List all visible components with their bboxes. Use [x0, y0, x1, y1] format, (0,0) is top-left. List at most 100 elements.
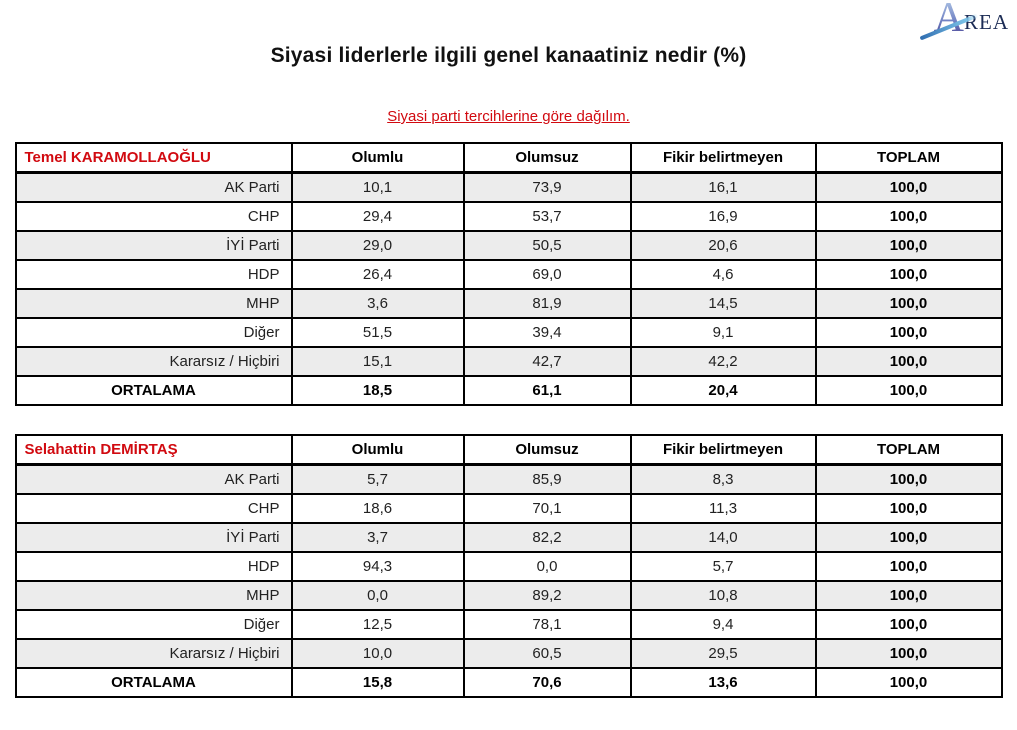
row-label: MHP	[14, 288, 293, 319]
cell-value: 100,0	[814, 230, 1003, 261]
report-page: A REA Siyasi liderlerle ilgili genel kan…	[0, 0, 1017, 698]
row-label: CHP	[14, 201, 293, 232]
cell-value: 20,6	[629, 230, 817, 261]
cell-value: 100,0	[814, 493, 1003, 524]
cell-value: 18,6	[290, 493, 465, 524]
row-label: AK Parti	[14, 463, 293, 495]
table-row: Kararsız / Hiçbiri 10,0 60,5 29,5 100,0	[14, 638, 1003, 669]
cell-value: 70,6	[462, 667, 632, 698]
cell-value: 73,9	[462, 171, 632, 203]
cell-value: 100,0	[814, 638, 1003, 669]
table-row: Diğer 51,5 39,4 9,1 100,0	[14, 317, 1003, 348]
table-row: Kararsız / Hiçbiri 15,1 42,7 42,2 100,0	[14, 346, 1003, 377]
cell-value: 29,0	[290, 230, 465, 261]
page-subtitle: Siyasi parti tercihlerine göre dağılım.	[387, 108, 630, 125]
table-row: ORTALAMA 15,8 70,6 13,6 100,0	[14, 667, 1003, 698]
cell-value: 78,1	[462, 609, 632, 640]
tables-container: Temel KARAMOLLAOĞLU Olumlu Olumsuz Fikir be…	[0, 142, 1017, 698]
cell-value: 81,9	[462, 288, 632, 319]
row-label: HDP	[14, 551, 293, 582]
cell-value: 100,0	[814, 580, 1003, 611]
cell-value: 85,9	[462, 463, 632, 495]
column-header: Fikir belirtmeyen	[629, 434, 817, 466]
row-label: HDP	[14, 259, 293, 290]
row-label: İYİ Parti	[14, 230, 293, 261]
cell-value: 20,4	[629, 375, 817, 406]
cell-value: 14,0	[629, 522, 817, 553]
cell-value: 60,5	[462, 638, 632, 669]
row-label: İYİ Parti	[14, 522, 293, 553]
table-row: ORTALAMA 18,5 61,1 20,4 100,0	[14, 375, 1003, 406]
cell-value: 11,3	[629, 493, 817, 524]
row-label: Kararsız / Hiçbiri	[14, 346, 293, 377]
row-label: CHP	[14, 493, 293, 524]
cell-value: 89,2	[462, 580, 632, 611]
leader-name: Temel KARAMOLLAOĞLU	[14, 142, 293, 174]
cell-value: 0,0	[462, 551, 632, 582]
logo-letter-a-wrap: A	[919, 0, 979, 41]
cell-value: 100,0	[814, 288, 1003, 319]
row-label: Kararsız / Hiçbiri	[14, 638, 293, 669]
cell-value: 70,1	[462, 493, 632, 524]
page-title: Siyasi liderlerle ilgili genel kanaatini…	[270, 44, 747, 67]
cell-value: 26,4	[290, 259, 465, 290]
cell-value: 50,5	[462, 230, 632, 261]
cell-value: 10,1	[290, 171, 465, 203]
table-row: MHP 3,6 81,9 14,5 100,0	[14, 288, 1003, 319]
leader-table: Temel KARAMOLLAOĞLU Olumlu Olumsuz Fikir be…	[14, 142, 1003, 406]
table-row: CHP 18,6 70,1 11,3 100,0	[14, 493, 1003, 524]
cell-value: 100,0	[814, 375, 1003, 406]
table-row: MHP 0,0 89,2 10,8 100,0	[14, 580, 1003, 611]
cell-value: 100,0	[814, 259, 1003, 290]
cell-value: 15,1	[290, 346, 465, 377]
cell-value: 100,0	[814, 201, 1003, 232]
table-row: CHP 29,4 53,7 16,9 100,0	[14, 201, 1003, 232]
cell-value: 82,2	[462, 522, 632, 553]
cell-value: 100,0	[814, 463, 1003, 495]
cell-value: 3,6	[290, 288, 465, 319]
table-row: İYİ Parti 29,0 50,5 20,6 100,0	[14, 230, 1003, 261]
cell-value: 10,0	[290, 638, 465, 669]
cell-value: 39,4	[462, 317, 632, 348]
cell-value: 51,5	[290, 317, 465, 348]
cell-value: 69,0	[462, 259, 632, 290]
cell-value: 16,9	[629, 201, 817, 232]
column-header: Olumlu	[290, 434, 465, 466]
cell-value: 100,0	[814, 667, 1003, 698]
column-header: TOPLAM	[814, 434, 1003, 466]
cell-value: 100,0	[814, 609, 1003, 640]
cell-value: 42,2	[629, 346, 817, 377]
logo-letter-a: A	[934, 0, 964, 41]
leader-name: Selahattin DEMİRTAŞ	[14, 434, 293, 466]
cell-value: 5,7	[290, 463, 465, 495]
cell-value: 29,4	[290, 201, 465, 232]
cell-value: 29,5	[629, 638, 817, 669]
cell-value: 10,8	[629, 580, 817, 611]
cell-value: 100,0	[814, 551, 1003, 582]
cell-value: 53,7	[462, 201, 632, 232]
column-header: Olumsuz	[462, 142, 632, 174]
cell-value: 9,1	[629, 317, 817, 348]
column-header: Olumsuz	[462, 434, 632, 466]
table-row: HDP 26,4 69,0 4,6 100,0	[14, 259, 1003, 290]
table-row: AK Parti 10,1 73,9 16,1 100,0	[14, 171, 1003, 203]
row-label: ORTALAMA	[14, 667, 293, 698]
cell-value: 9,4	[629, 609, 817, 640]
cell-value: 16,1	[629, 171, 817, 203]
cell-value: 18,5	[290, 375, 465, 406]
cell-value: 100,0	[814, 171, 1003, 203]
row-label: AK Parti	[14, 171, 293, 203]
table-row: Diğer 12,5 78,1 9,4 100,0	[14, 609, 1003, 640]
cell-value: 100,0	[814, 317, 1003, 348]
header-row: Temel KARAMOLLAOĞLU Olumlu Olumsuz Fikir be…	[14, 142, 1003, 174]
cell-value: 0,0	[290, 580, 465, 611]
cell-value: 12,5	[290, 609, 465, 640]
cell-value: 8,3	[629, 463, 817, 495]
header-row: Selahattin DEMİRTAŞ Olumlu Olumsuz Fikir be…	[14, 434, 1003, 466]
cell-value: 3,7	[290, 522, 465, 553]
table-row: İYİ Parti 3,7 82,2 14,0 100,0	[14, 522, 1003, 553]
cell-value: 15,8	[290, 667, 465, 698]
cell-value: 61,1	[462, 375, 632, 406]
cell-value: 13,6	[629, 667, 817, 698]
column-header: TOPLAM	[814, 142, 1003, 174]
